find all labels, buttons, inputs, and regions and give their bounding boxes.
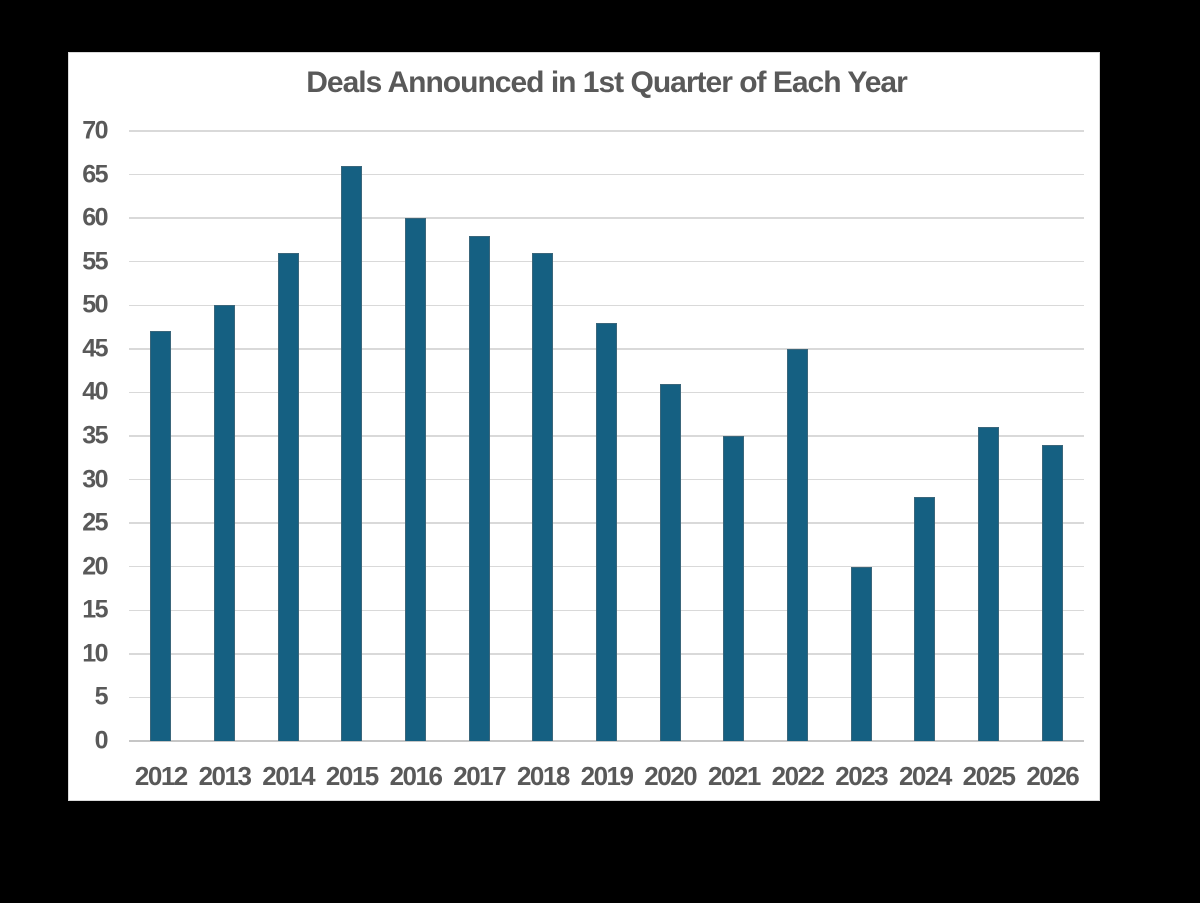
chart-title: Deals Announced in 1st Quarter of Each Y… xyxy=(306,66,908,99)
bar-slot-2015 xyxy=(320,131,384,741)
bar-2025 xyxy=(978,427,1000,741)
bar-2023 xyxy=(850,566,872,741)
gridline-y55 xyxy=(129,260,1084,263)
gridline-y50 xyxy=(129,304,1084,307)
y-axis-tick-label-65: 65 xyxy=(82,160,108,189)
gridline-y60 xyxy=(129,217,1084,219)
y-axis-tick-label-60: 60 xyxy=(82,203,108,232)
x-axis-tick-label-2017: 2017 xyxy=(453,761,506,791)
x-axis-tick-label-2019: 2019 xyxy=(580,761,634,791)
x-axis-tick-label-2018: 2018 xyxy=(516,761,570,791)
bar-slot-2013 xyxy=(193,131,257,741)
bar-slot-2020 xyxy=(638,131,702,741)
y-axis-tick-label-25: 25 xyxy=(82,508,108,537)
bar-2024 xyxy=(914,497,936,741)
x-axis-tick-label-2020: 2020 xyxy=(644,761,697,791)
gridline-y70 xyxy=(129,130,1084,132)
y-axis-tick-label-55: 55 xyxy=(82,247,108,276)
bar-2016 xyxy=(405,218,427,741)
bar-2026 xyxy=(1041,444,1063,741)
y-axis-tick-label-45: 45 xyxy=(82,334,108,363)
x-axis-line xyxy=(129,740,1084,742)
bar-slot-2021 xyxy=(702,131,766,741)
y-axis-tick-label-35: 35 xyxy=(82,421,108,450)
x-axis-tick-label-2016: 2016 xyxy=(389,761,443,791)
bars-row xyxy=(129,131,1084,741)
x-axis-tick-label-2013: 2013 xyxy=(198,761,252,791)
x-axis-tick-label-2014: 2014 xyxy=(262,761,315,791)
bar-2017 xyxy=(468,235,490,741)
y-axis-tick-label-40: 40 xyxy=(82,377,108,406)
y-axis-tick-label-0: 0 xyxy=(94,726,109,755)
bar-2014 xyxy=(277,253,299,741)
bar-slot-2023 xyxy=(829,131,893,741)
y-axis-tick-label-10: 10 xyxy=(82,639,108,668)
y-axis-tick-label-50: 50 xyxy=(82,290,108,319)
gridline-y65 xyxy=(129,173,1084,176)
x-axis-tick-label-2026: 2026 xyxy=(1026,761,1079,791)
bar-slot-2024 xyxy=(893,131,957,741)
y-axis-tick-label-15: 15 xyxy=(82,595,108,624)
bar-slot-2012 xyxy=(129,131,193,741)
x-axis-tick-label-2021: 2021 xyxy=(707,761,761,791)
bar-2018 xyxy=(532,253,554,741)
x-axis-labels: 2012 2013 2014 2015 2016 2017 2018 2019 2020 2021… xyxy=(129,759,1084,793)
x-axis-tick-label-2015: 2015 xyxy=(325,761,379,791)
x-axis-tick-label-2022: 2022 xyxy=(771,761,825,791)
bar-slot-2026 xyxy=(1020,131,1084,741)
bar-slot-2019 xyxy=(575,131,639,741)
x-axis-tick-label-2025: 2025 xyxy=(962,761,1016,791)
bar-2019 xyxy=(596,322,618,741)
x-axis-tick-label-2023: 2023 xyxy=(835,761,888,791)
bar-2020 xyxy=(659,383,681,741)
y-axis-tick-label-30: 30 xyxy=(82,465,108,494)
bar-2015 xyxy=(341,165,363,741)
bar-slot-2025 xyxy=(957,131,1021,741)
chart-container: Deals Announced in 1st Quarter of Each Y… xyxy=(68,52,1100,801)
y-axis-tick-label-5: 5 xyxy=(94,682,109,711)
x-axis-tick-label-2024: 2024 xyxy=(898,761,952,791)
bar-2012 xyxy=(150,331,172,741)
bar-slot-2018 xyxy=(511,131,575,741)
bar-slot-2016 xyxy=(384,131,448,741)
bar-2013 xyxy=(214,305,235,741)
y-axis-tick-label-20: 20 xyxy=(82,552,108,581)
y-axis-tick-label-70: 70 xyxy=(82,116,108,145)
bar-slot-2017 xyxy=(447,131,511,741)
x-axis-tick-label-2012: 2012 xyxy=(134,761,188,791)
y-axis-labels: 0 5 10 15 20 25 30 35 40 45 50 55 60 65 70 xyxy=(69,118,109,753)
plot-area xyxy=(129,130,1084,742)
bar-slot-2022 xyxy=(766,131,830,741)
bar-slot-2014 xyxy=(256,131,320,741)
bar-2022 xyxy=(787,348,809,741)
bar-2021 xyxy=(723,436,745,741)
